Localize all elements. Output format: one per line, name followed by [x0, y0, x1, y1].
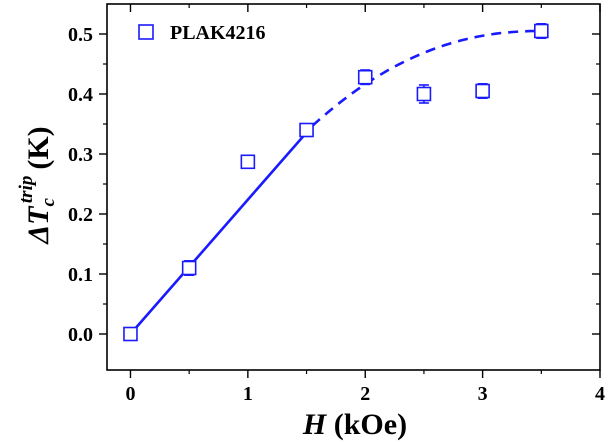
data-point: [534, 22, 549, 40]
fit-curves: [129, 29, 542, 335]
y-axis-superscript: trip: [16, 176, 37, 203]
x-axis-ticks: 0 1 2 3 4: [125, 4, 605, 405]
data-point: [299, 122, 314, 138]
data-point: [240, 154, 256, 170]
data-point: [357, 69, 373, 86]
y-axis-variable: T: [22, 205, 55, 225]
data-markers: [123, 22, 549, 342]
square-marker: [123, 326, 138, 342]
plot-border: [106, 3, 601, 371]
legend-marker: [138, 24, 154, 40]
square-marker: [534, 23, 549, 39]
y-axis-delta: Δ: [22, 225, 55, 245]
data-point: [181, 259, 197, 277]
square-marker: [181, 260, 197, 276]
square-marker: [416, 86, 432, 102]
x-tick-label: 0: [125, 383, 135, 405]
saturation-fit-curve: [311, 29, 542, 127]
square-marker: [299, 122, 314, 138]
plot-frame: [106, 3, 601, 371]
data-point: [416, 84, 432, 104]
square-marker: [240, 154, 256, 170]
y-tick-label: 0.0: [68, 324, 93, 346]
y-tick-label: 0.2: [68, 204, 93, 226]
x-tick-label: 2: [360, 383, 370, 405]
y-tick-label: 0.3: [68, 144, 93, 166]
y-axis-unit: (K): [22, 126, 55, 169]
y-tick-label: 0.1: [68, 264, 93, 286]
y-axis-subscript: c: [38, 198, 59, 207]
y-tick-label: 0.4: [68, 84, 93, 106]
x-tick-label: 1: [243, 383, 253, 405]
square-marker: [475, 83, 490, 99]
data-point: [123, 326, 138, 342]
legend-label: PLAK4216: [170, 22, 266, 44]
data-point: [475, 83, 490, 99]
legend: PLAK4216: [138, 22, 266, 44]
linear-fit-line: [129, 124, 314, 335]
x-tick-label: 4: [595, 383, 605, 405]
x-axis-title: H (kOe): [302, 408, 407, 441]
y-axis-ticks: 0.0 0.1 0.2 0.3 0.4 0.5: [68, 24, 600, 346]
y-tick-label: 0.5: [68, 24, 93, 46]
x-tick-label: 3: [478, 383, 488, 405]
square-marker: [357, 69, 373, 85]
x-axis-variable: H: [302, 408, 328, 441]
x-axis-unit: (kOe): [334, 408, 407, 441]
y-axis-title: ΔTctrip (K): [16, 126, 59, 244]
